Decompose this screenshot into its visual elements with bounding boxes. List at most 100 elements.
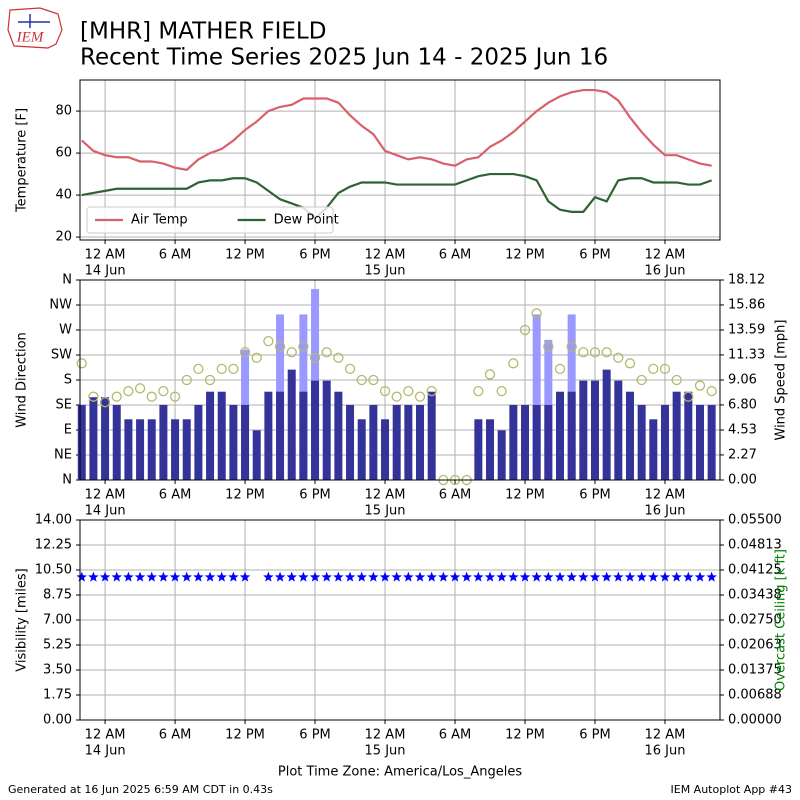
bar <box>229 404 238 480</box>
x-tick-label: 12 PM <box>505 488 545 503</box>
y2-tick-label: 0.04813 <box>728 538 782 553</box>
point <box>286 347 297 358</box>
bar <box>264 391 273 480</box>
bar <box>136 419 145 480</box>
point <box>286 571 297 582</box>
point <box>99 571 111 582</box>
x-tick-label: 6 PM <box>299 728 330 743</box>
bar <box>147 419 156 480</box>
x-tick-label: 12 AM <box>365 248 406 263</box>
point <box>298 341 309 352</box>
point <box>99 397 111 408</box>
point <box>543 571 554 582</box>
point <box>158 385 169 397</box>
point <box>554 571 566 582</box>
bar <box>532 314 541 480</box>
bar <box>206 391 215 480</box>
bar <box>532 404 541 480</box>
y-tick-label: N <box>62 473 72 488</box>
point <box>263 571 274 582</box>
legend-label: Dew Point <box>274 213 339 228</box>
point <box>519 324 531 336</box>
bar <box>486 419 495 480</box>
bar <box>649 419 658 480</box>
point <box>169 571 181 582</box>
y2-tick-label: 0.00688 <box>728 688 782 703</box>
point <box>613 352 624 363</box>
point <box>193 363 204 375</box>
point <box>181 571 192 582</box>
bar <box>392 404 401 480</box>
point <box>531 571 542 582</box>
point <box>508 358 519 369</box>
point <box>531 308 542 319</box>
y2-tick-label: 15.86 <box>728 297 765 312</box>
point <box>239 347 251 358</box>
plot-frame <box>79 519 721 721</box>
point <box>473 385 484 397</box>
point <box>496 385 507 397</box>
point <box>671 571 682 582</box>
y-tick-label: 40 <box>55 188 72 203</box>
point <box>648 363 659 375</box>
bar <box>311 380 320 480</box>
y2-tick-label: 0.05500 <box>728 513 782 528</box>
point <box>566 341 577 352</box>
point <box>309 571 321 582</box>
bar <box>707 404 716 480</box>
point <box>298 571 309 582</box>
y-tick-label: N <box>62 273 72 288</box>
bar <box>252 430 261 480</box>
logo-outline <box>7 7 63 49</box>
y-tick-label: 0.00 <box>43 713 72 728</box>
bar <box>625 391 634 480</box>
y-tick-label: E <box>64 423 72 438</box>
point <box>554 363 566 375</box>
bar <box>509 404 518 480</box>
x-tick-label: 6 AM <box>439 488 472 503</box>
point <box>414 391 426 402</box>
point <box>204 374 216 386</box>
y2-tick-label: 0.03438 <box>728 588 782 603</box>
point <box>368 374 379 386</box>
point <box>391 391 402 402</box>
y-tick-label: 20 <box>55 230 72 245</box>
point <box>88 571 99 582</box>
bar <box>322 380 331 480</box>
point <box>484 571 496 582</box>
series-line <box>81 88 712 172</box>
y-tick-label: 8.75 <box>43 588 72 603</box>
y-axis-label: Visibility [miles] <box>15 568 30 671</box>
legend-box <box>86 206 334 234</box>
y2-axis-label: Wind Speed [mph] <box>774 320 789 441</box>
point <box>134 571 146 582</box>
bar <box>684 391 693 480</box>
bar <box>544 404 553 480</box>
y2-tick-label: 0.00000 <box>728 713 782 728</box>
x-tick-sublabel: 14 Jun <box>85 264 126 279</box>
point <box>624 358 636 369</box>
y2-tick-label: 0.02063 <box>728 638 782 653</box>
bar <box>182 419 191 480</box>
x-tick-label: 6 AM <box>159 488 192 503</box>
x-tick-label: 12 PM <box>505 728 545 743</box>
x-tick-label: 6 PM <box>299 488 330 503</box>
y2-tick-label: 11.33 <box>728 347 765 362</box>
y2-tick-label: 0.04125 <box>728 563 782 578</box>
point <box>636 374 647 386</box>
point <box>659 363 671 375</box>
bar <box>89 397 98 480</box>
y-tick-label: SE <box>56 398 72 413</box>
bar <box>159 404 168 480</box>
point <box>391 571 402 582</box>
point <box>694 571 706 582</box>
y2-tick-label: 0.00 <box>728 473 757 488</box>
point <box>473 571 484 582</box>
bar <box>299 391 308 480</box>
point <box>274 571 286 582</box>
y-axis-label: Temperature [F] <box>15 108 30 213</box>
y-tick-label: W <box>59 323 72 338</box>
y-tick-label: NE <box>54 448 72 463</box>
y2-tick-label: 2.27 <box>728 447 757 462</box>
